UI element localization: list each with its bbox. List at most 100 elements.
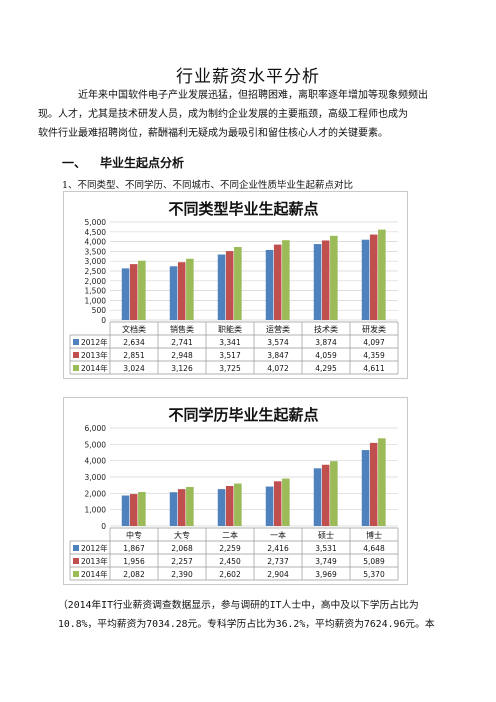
bar [186, 258, 194, 320]
x-category-label: 职能类 [218, 324, 242, 334]
chart-by-type-svg: 不同类型毕业生起薪点05001,0001,5002,0002,5003,0003… [69, 200, 399, 375]
data-value-label: 2,416 [267, 544, 289, 553]
footer-line: （2014年IT行业薪资调查数据显示，参与调研的IT人士中，高中及以下学历占比为 [58, 600, 419, 611]
data-value-label: 2,082 [123, 570, 145, 579]
x-category-label: 硕士 [318, 530, 334, 540]
legend-swatch [73, 339, 79, 345]
x-category-label: 中专 [126, 530, 142, 540]
bar [369, 234, 378, 320]
x-category-label: 大专 [174, 530, 190, 540]
data-value-label: 3,874 [315, 338, 337, 347]
bar [265, 249, 274, 320]
legend-swatch [73, 352, 79, 358]
chart-title: 不同类型毕业生起薪点 [168, 200, 318, 218]
bar [225, 485, 234, 526]
data-value-label: 4,072 [267, 364, 289, 373]
data-value-label: 3,341 [219, 338, 241, 347]
bar [378, 438, 386, 526]
data-value-label: 4,295 [315, 364, 337, 373]
legend-label: 2014年 [81, 569, 108, 579]
y-tick-label: 5,000 [85, 218, 107, 227]
bar [265, 486, 274, 526]
bar [217, 254, 226, 320]
legend-label: 2013年 [81, 556, 108, 566]
data-value-label: 3,517 [219, 351, 241, 360]
bar [138, 491, 146, 526]
data-value-label: 3,725 [219, 364, 241, 373]
bar [273, 244, 282, 320]
data-value-label: 3,969 [315, 570, 337, 579]
bar [217, 489, 226, 526]
y-tick-label: 1,500 [85, 287, 107, 296]
y-tick-label: 4,500 [85, 228, 107, 237]
data-value-label: 3,749 [315, 557, 337, 566]
bar [129, 494, 138, 526]
bar [361, 450, 370, 526]
bar [169, 266, 178, 320]
y-tick-label: 2,000 [85, 277, 107, 286]
bar [313, 468, 322, 526]
data-value-label: 3,574 [267, 338, 289, 347]
y-tick-label: 5,000 [85, 440, 107, 449]
bar [234, 246, 242, 320]
data-value-label: 4,097 [363, 338, 385, 347]
y-tick-label: 1,000 [85, 296, 107, 305]
data-value-label: 4,648 [363, 544, 385, 553]
bar [321, 464, 330, 526]
legend-label: 2013年 [81, 350, 108, 360]
bar [378, 229, 386, 320]
data-value-label: 4,059 [315, 351, 337, 360]
bar [361, 239, 370, 320]
data-value-label: 3,024 [123, 364, 145, 373]
section-title: 毕业生起点分析 [100, 156, 185, 170]
bar [121, 268, 130, 320]
bar [177, 262, 186, 320]
data-value-label: 2,068 [171, 544, 193, 553]
bar [177, 489, 186, 526]
data-value-label: 4,359 [363, 351, 385, 360]
data-value-label: 2,450 [219, 557, 241, 566]
legend-label: 2012年 [81, 543, 108, 553]
chart-by-education-svg: 不同学历毕业生起薪点 0 1,000 2,000 3,000 4,000 5,000 6,00… [69, 406, 399, 581]
legend-label: 2012年 [81, 337, 108, 347]
data-value-label: 5,089 [363, 557, 385, 566]
y-tick-label: 3,000 [85, 473, 107, 482]
data-value-label: 2,259 [219, 544, 241, 553]
x-category-label: 研发类 [362, 324, 386, 334]
intro-paragraph: 近年来中国软件电子产业发展迅猛，但招聘困难，离职率逐年增加等现象频频出 现。人才… [38, 86, 442, 143]
x-category-label: 二本 [222, 530, 238, 540]
data-value-label: 3,847 [267, 351, 289, 360]
bar [234, 483, 242, 526]
y-tick-label: 500 [92, 306, 107, 315]
y-tick-label: 3,000 [85, 257, 107, 266]
data-value-label: 5,370 [363, 570, 385, 579]
data-value-label: 2,257 [171, 557, 193, 566]
legend-swatch [73, 365, 79, 371]
x-category-label: 运营类 [266, 324, 290, 334]
sub-heading: 1、不同类型、不同学历、不同城市、不同企业性质毕业生起薪点对比 [62, 180, 354, 191]
bar [369, 442, 378, 526]
x-category-label: 一本 [270, 530, 286, 540]
legend-label: 2014年 [81, 363, 108, 373]
legend-swatch [73, 571, 79, 577]
data-value-label: 2,904 [267, 570, 289, 579]
data-value-label: 2,602 [219, 570, 241, 579]
y-tick-label: 4,000 [85, 457, 107, 466]
section-number: 一、 [62, 156, 87, 170]
x-category-label: 销售类 [170, 324, 194, 334]
bar [138, 260, 146, 320]
y-tick-label: 2,500 [85, 267, 107, 276]
data-value-label: 1,867 [123, 544, 145, 553]
section-heading: 一、 毕业生起点分析 [62, 154, 184, 171]
y-tick-label: 3,500 [85, 247, 107, 256]
bar [321, 240, 330, 320]
bar [330, 461, 338, 526]
data-value-label: 2,948 [171, 351, 193, 360]
footer-line: 10.8%，平均薪资为7034.28元。专科学历占比为36.2%，平均薪资为76… [58, 619, 435, 630]
chart-title: 不同学历毕业生起薪点 [168, 406, 318, 424]
data-value-label: 4,611 [363, 364, 385, 373]
data-value-label: 2,634 [123, 338, 145, 347]
data-value-label: 1,956 [123, 557, 145, 566]
legend-swatch [73, 545, 79, 551]
bar [282, 240, 290, 320]
